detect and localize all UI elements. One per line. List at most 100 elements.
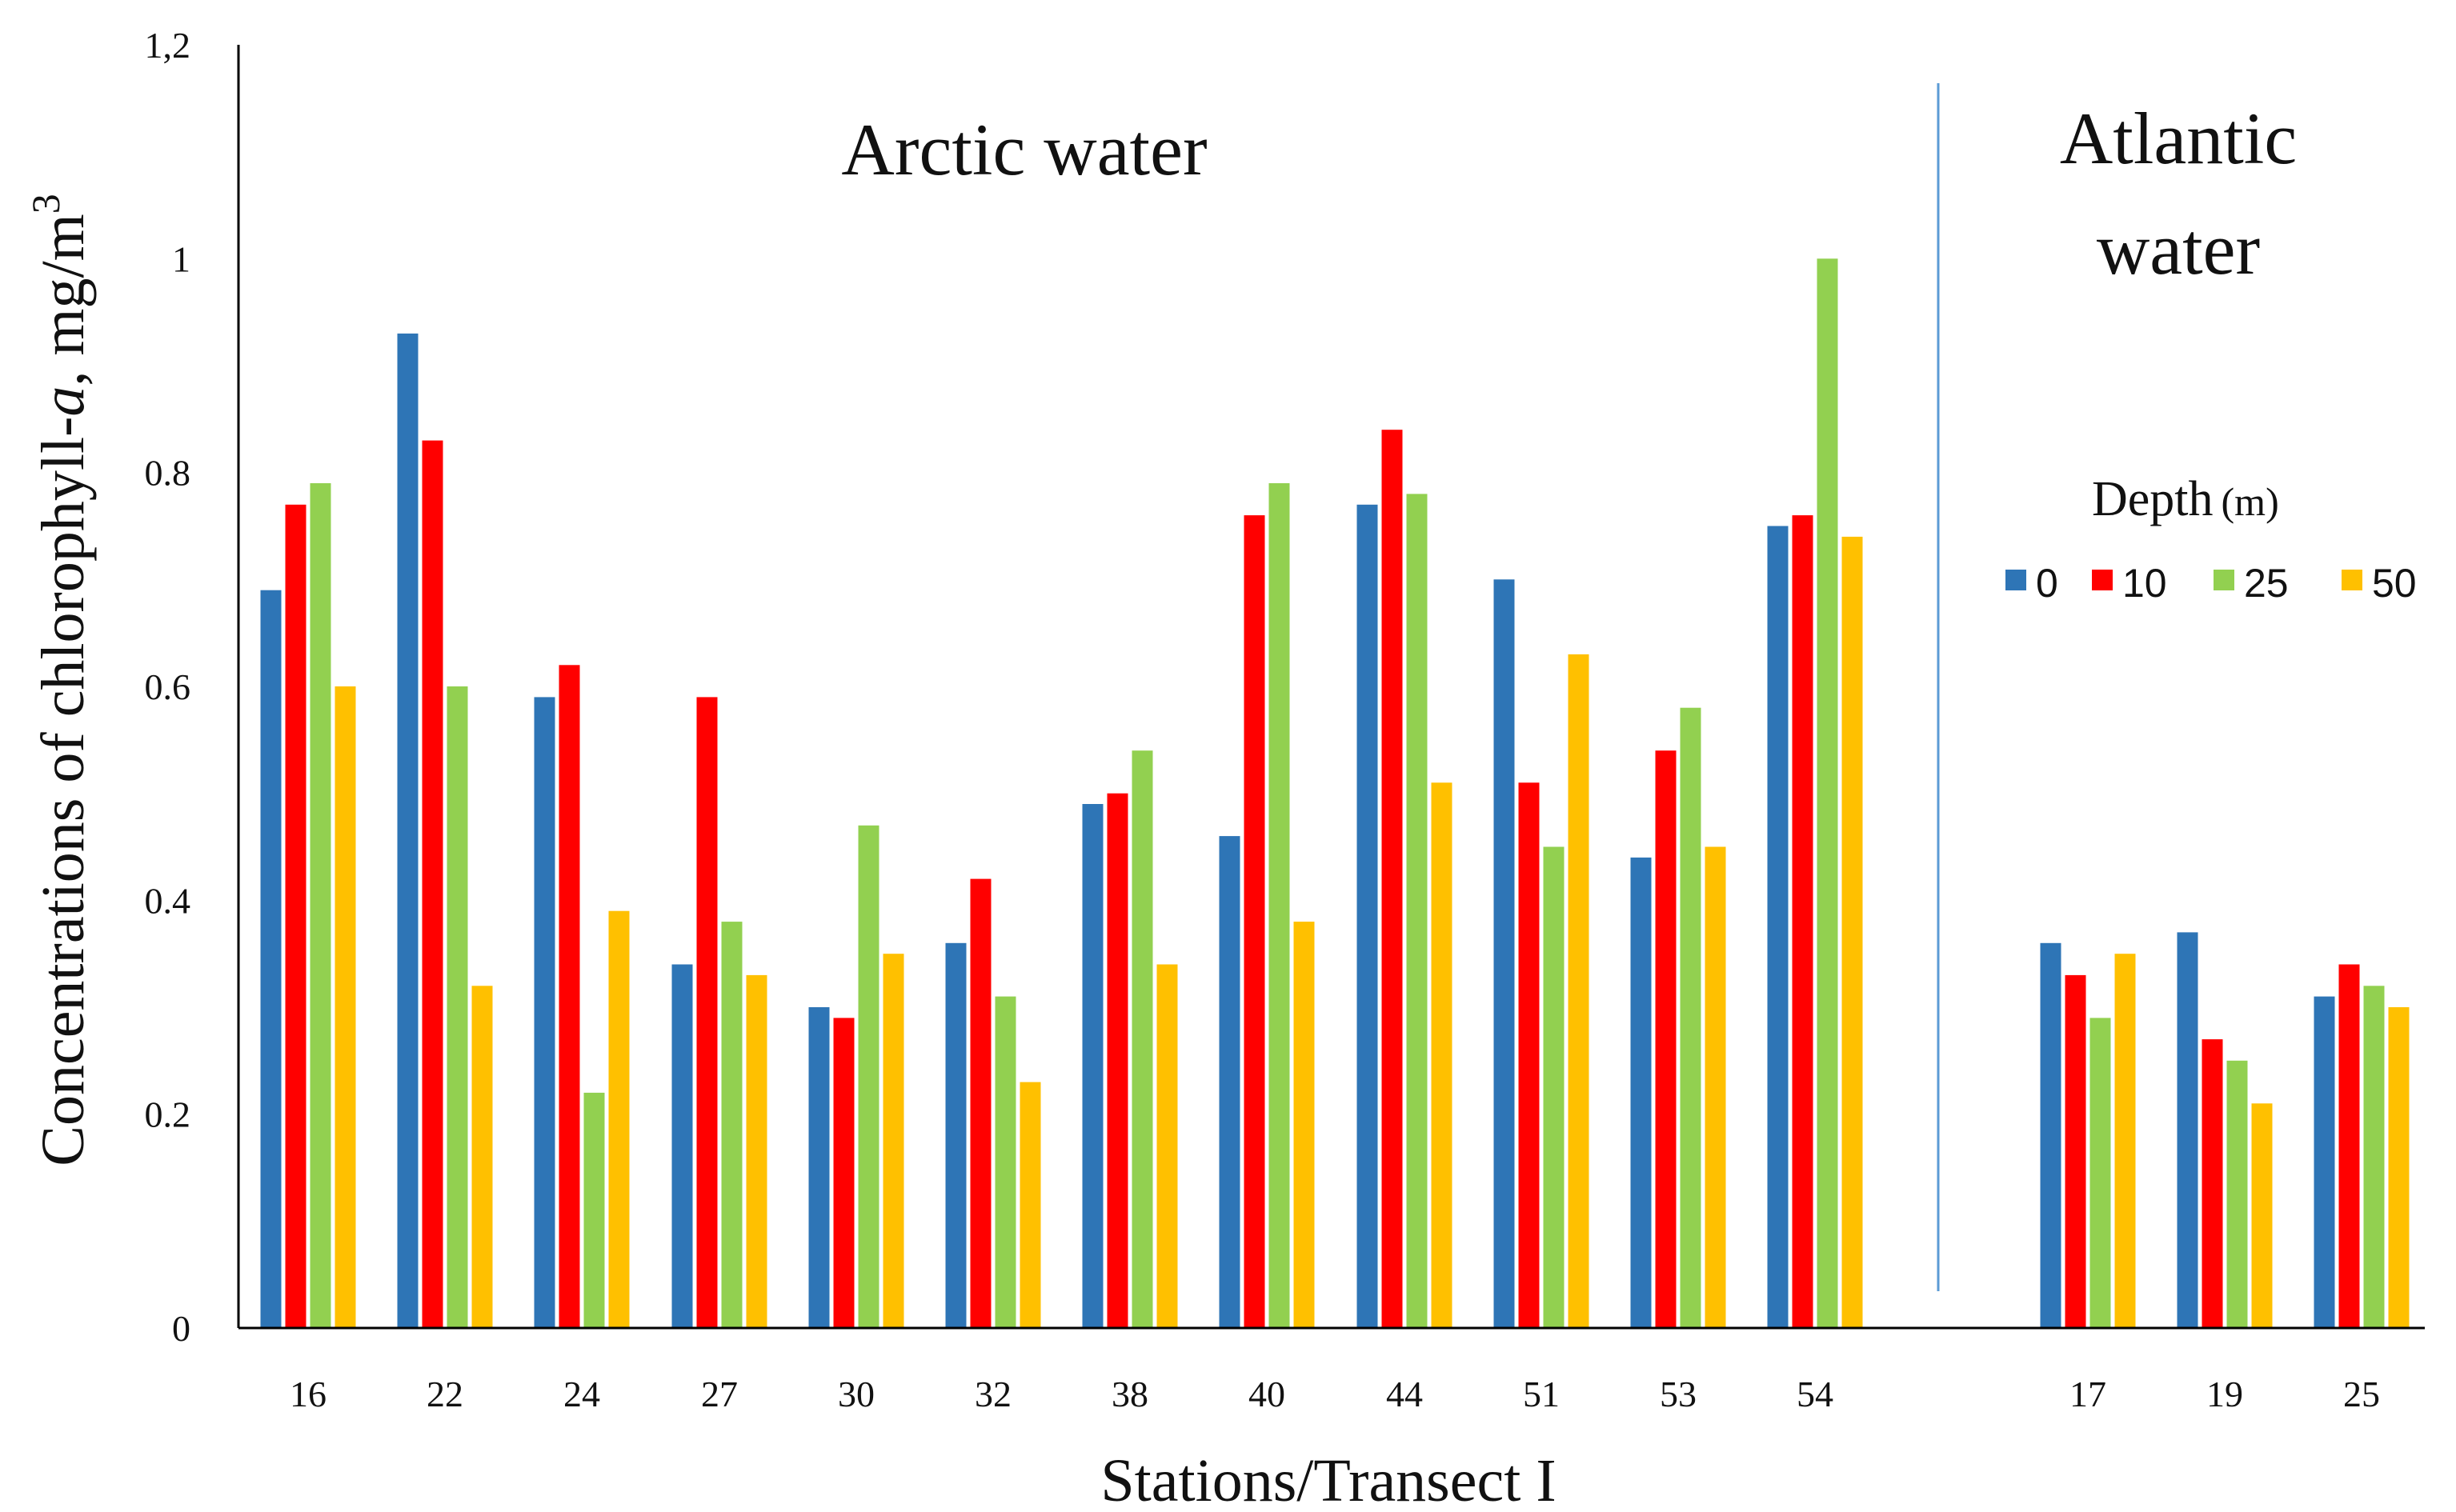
bar-station-16-depth-10 xyxy=(285,504,306,1328)
legend-title: Depth (m) xyxy=(2092,472,2279,526)
bar-station-38-depth-0 xyxy=(1082,804,1104,1328)
bar-station-30-depth-10 xyxy=(833,1018,855,1328)
bar-station-51-depth-50 xyxy=(1568,654,1589,1328)
x-tick-labels: 16 22 24 27 30 32 38 40 44 51 53 54 17 19 25 xyxy=(290,1374,2380,1414)
bar-station-44-depth-25 xyxy=(1406,494,1428,1328)
x-tick-label-53: 53 xyxy=(1660,1374,1697,1414)
x-tick-label-25: 25 xyxy=(2343,1374,2380,1414)
y-tick-label: 0.6 xyxy=(145,666,191,707)
y-tick-label: 1 xyxy=(172,238,190,279)
bar-station-30-depth-0 xyxy=(808,1007,830,1328)
bar-station-51-depth-10 xyxy=(1518,782,1540,1328)
bar-station-30-depth-50 xyxy=(883,954,904,1328)
bar-station-54-depth-0 xyxy=(1767,526,1789,1328)
bar-station-40-depth-10 xyxy=(1244,515,1265,1328)
x-tick-label-17: 17 xyxy=(2069,1374,2106,1414)
y-axis-title-unit: , mg/m xyxy=(30,214,97,386)
bar-station-16-depth-25 xyxy=(310,483,331,1328)
bar-station-53-depth-50 xyxy=(1705,846,1726,1328)
region-label-atlantic-line1: Atlantic xyxy=(2060,98,2297,179)
bar-station-25-depth-25 xyxy=(2363,986,2385,1328)
y-axis-title: Concentrations of chlorophyll-a, mg/m3 xyxy=(23,194,97,1166)
bar-station-27-depth-10 xyxy=(696,697,718,1328)
bar-station-44-depth-10 xyxy=(1381,430,1403,1329)
bar-station-54-depth-25 xyxy=(1817,258,1838,1328)
bar-station-32-depth-50 xyxy=(1020,1082,1041,1328)
bar-station-24-depth-0 xyxy=(534,697,555,1328)
bar-station-24-depth-10 xyxy=(559,665,580,1328)
bar-station-22-depth-0 xyxy=(397,333,419,1328)
bar-station-32-depth-10 xyxy=(970,878,992,1328)
bar-station-38-depth-50 xyxy=(1156,964,1178,1328)
x-tick-label-30: 30 xyxy=(838,1374,875,1414)
x-tick-label-40: 40 xyxy=(1248,1374,1285,1414)
x-axis-title: Stations/Transect I xyxy=(1100,1447,1556,1512)
bar-station-25-depth-10 xyxy=(2338,964,2360,1328)
legend-title-unit: (m) xyxy=(2222,479,2279,524)
bar-station-38-depth-10 xyxy=(1107,793,1128,1328)
bar-station-53-depth-25 xyxy=(1680,707,1701,1328)
bar-station-27-depth-50 xyxy=(746,974,767,1328)
bar-station-22-depth-50 xyxy=(471,986,493,1328)
bar-station-44-depth-0 xyxy=(1356,504,1378,1328)
bar-station-16-depth-0 xyxy=(260,590,282,1328)
region-label-atlantic-line2: water xyxy=(2097,208,2260,290)
x-tick-label-51: 51 xyxy=(1523,1374,1560,1414)
bar-station-54-depth-10 xyxy=(1792,515,1813,1328)
y-tick-label: 0 xyxy=(172,1308,190,1349)
bar-station-24-depth-25 xyxy=(583,1092,605,1328)
region-label-arctic: Arctic water xyxy=(841,109,1207,190)
bar-station-27-depth-0 xyxy=(671,964,693,1328)
legend-swatch-50 xyxy=(2342,570,2362,590)
bar-station-40-depth-0 xyxy=(1219,836,1240,1328)
bar-station-38-depth-25 xyxy=(1132,750,1153,1328)
legend-swatch-0 xyxy=(2005,570,2026,590)
legend: Depth (m) 0 10 25 50 xyxy=(2005,472,2417,606)
x-tick-label-16: 16 xyxy=(290,1374,327,1414)
bar-station-17-depth-0 xyxy=(2040,942,2061,1328)
x-tick-label-54: 54 xyxy=(1797,1374,1833,1414)
legend-title-main: Depth xyxy=(2092,472,2214,526)
x-tick-label-24: 24 xyxy=(563,1374,600,1414)
bar-station-19-depth-10 xyxy=(2202,1039,2223,1328)
x-tick-label-32: 32 xyxy=(975,1374,1012,1414)
y-tick-label: 0.8 xyxy=(145,453,191,494)
bar-station-17-depth-25 xyxy=(2089,1018,2111,1328)
x-tick-label-19: 19 xyxy=(2206,1374,2243,1414)
bar-station-30-depth-25 xyxy=(858,825,879,1328)
bar-station-51-depth-0 xyxy=(1493,579,1515,1328)
bar-station-51-depth-25 xyxy=(1543,846,1565,1328)
legend-label-25: 25 xyxy=(2244,561,2289,606)
y-axis-title-italic: a xyxy=(30,386,97,417)
bar-station-40-depth-25 xyxy=(1268,483,1290,1328)
bar-station-25-depth-0 xyxy=(2314,996,2335,1328)
bar-station-24-depth-50 xyxy=(608,910,630,1328)
bar-station-25-depth-50 xyxy=(2388,1007,2410,1328)
bar-station-22-depth-10 xyxy=(422,440,443,1328)
x-tick-label-27: 27 xyxy=(701,1374,738,1414)
bar-station-32-depth-25 xyxy=(995,996,1016,1328)
legend-swatch-10 xyxy=(2092,570,2113,590)
legend-swatch-25 xyxy=(2214,570,2234,590)
bar-station-27-depth-25 xyxy=(721,922,743,1328)
y-tick-label: 0.4 xyxy=(145,880,191,921)
bar-station-40-depth-50 xyxy=(1293,922,1315,1328)
y-axis-title-prefix: Concentrations of chlorophyll- xyxy=(30,417,97,1166)
bar-station-53-depth-0 xyxy=(1630,857,1652,1328)
bar-station-44-depth-50 xyxy=(1431,782,1452,1328)
bar-station-22-depth-25 xyxy=(447,686,468,1328)
bar-station-17-depth-50 xyxy=(2114,954,2136,1328)
bar-station-32-depth-0 xyxy=(945,942,967,1328)
bar-station-19-depth-25 xyxy=(2226,1060,2248,1328)
bar-station-19-depth-0 xyxy=(2177,932,2198,1328)
x-tick-label-44: 44 xyxy=(1386,1374,1423,1414)
legend-label-10: 10 xyxy=(2122,561,2167,606)
bar-station-17-depth-10 xyxy=(2065,974,2086,1328)
bar-station-53-depth-10 xyxy=(1655,750,1677,1328)
legend-label-50: 50 xyxy=(2372,561,2417,606)
x-tick-label-38: 38 xyxy=(1112,1374,1148,1414)
legend-label-0: 0 xyxy=(2036,561,2058,606)
bars-layer xyxy=(260,258,2410,1329)
y-tick-labels: 0 0.2 0.4 0.6 0.8 1 1,2 xyxy=(145,25,191,1349)
